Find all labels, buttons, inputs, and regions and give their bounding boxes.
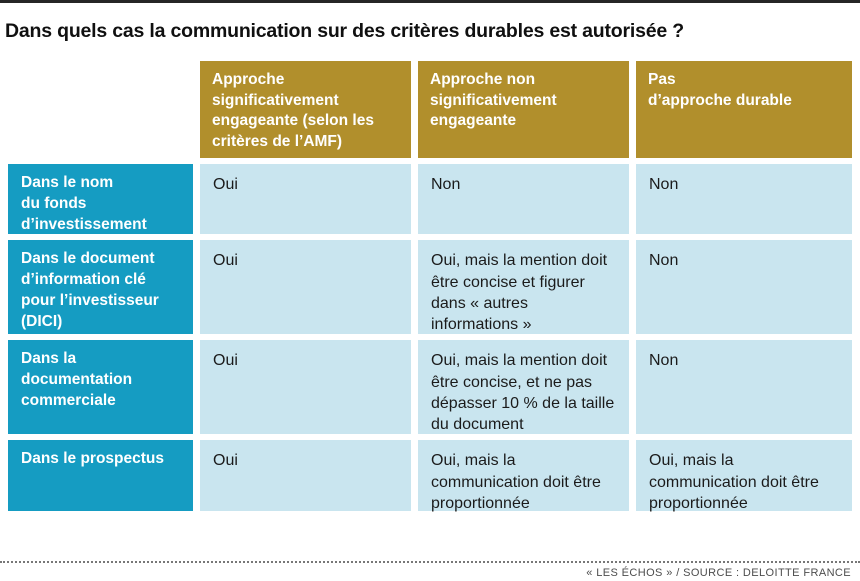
table-cell: Non [636,164,852,235]
table-cell: Oui, mais la communication doit être pro… [418,440,629,512]
table-cell: Oui [200,164,411,235]
footer: « LES ÉCHOS » / SOURCE : DELOITTE FRANCE [0,561,860,579]
table-cell: Non [418,164,629,235]
table-cell: Non [636,240,852,335]
table-cell: Oui, mais la communication doit être pro… [636,440,852,512]
table-corner-spacer [8,61,193,158]
row-header-prospectus: Dans le prospectus [8,440,193,512]
table-cell: Oui, mais la mention doit être concise e… [418,240,629,335]
column-header-pas-approche-durable: Pas d’approche durable [636,61,852,159]
criteria-table: Approche significativement engageante (s… [8,61,852,512]
row-header-documentation-commerciale: Dans la documentation commerciale [8,340,193,435]
table-cell: Non [636,340,852,435]
table-cell: Oui, mais la mention doit être concise, … [418,340,629,435]
row-header-nom-du-fonds: Dans le nom du fonds d’investissement [8,164,193,235]
table-cell: Oui [200,340,411,435]
source-credit: « LES ÉCHOS » / SOURCE : DELOITTE FRANCE [586,567,851,579]
row-header-dici: Dans le document d’information clé pour … [8,240,193,335]
top-rule [0,0,860,3]
column-header-approche-non-significative: Approche non significativement engageant… [418,61,629,159]
page-title: Dans quels cas la communication sur des … [5,20,684,42]
table-cell: Oui [200,240,411,335]
table-cell: Oui [200,440,411,512]
column-header-approche-significative: Approche significativement engageante (s… [200,61,411,159]
